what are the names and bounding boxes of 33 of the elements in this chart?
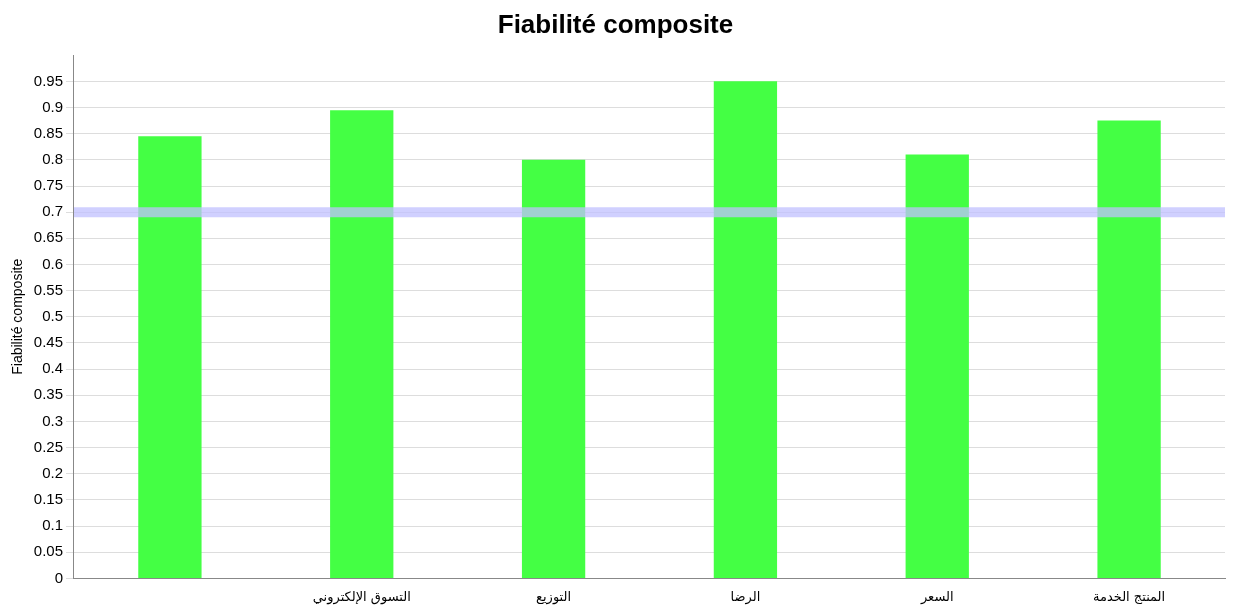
bar (330, 110, 394, 578)
y-tick-label: 0.8 (42, 149, 63, 167)
y-tick-label: 0.65 (33, 228, 63, 246)
y-tick-label: 0.45 (33, 333, 63, 351)
y-tick-label: 0.2 (42, 463, 63, 481)
x-tick-label: التسوق الإلكتروني (312, 588, 411, 605)
x-tick-label: المنتج الخدمة (1092, 588, 1166, 605)
y-axis-title: Fiabilité composite (9, 258, 26, 375)
y-tick-label: 0.3 (42, 411, 63, 429)
y-tick-label: 0 (54, 568, 63, 586)
y-tick-label: 0.25 (33, 437, 63, 455)
y-tick-label: 0.95 (33, 71, 63, 89)
bar (521, 159, 586, 578)
y-tick-label: 0.35 (33, 385, 63, 403)
x-tick-label: السعر (919, 588, 954, 605)
y-tick-label: 0.75 (33, 176, 63, 194)
y-tick-label: 0.9 (42, 97, 63, 115)
y-tick-label: 0.6 (42, 254, 63, 272)
bar (1097, 120, 1161, 578)
y-tick-label: 0.5 (42, 306, 63, 324)
bar (713, 81, 778, 578)
y-tick-label: 0.15 (33, 490, 63, 508)
y-tick-label: 0.55 (33, 280, 63, 298)
chart-title: Fiabilité composite (497, 8, 734, 39)
y-tick-label: 0.4 (42, 359, 63, 377)
x-tick-label: الرضا (730, 588, 761, 605)
y-tick-label: 0.1 (42, 516, 63, 534)
x-tick-label: التوزيع (536, 588, 572, 605)
y-tick-label: 0.05 (33, 542, 63, 560)
y-tick-label: 0.85 (33, 123, 63, 141)
bar (138, 136, 202, 578)
y-tick-label: 0.7 (42, 202, 63, 220)
bar (905, 154, 969, 578)
